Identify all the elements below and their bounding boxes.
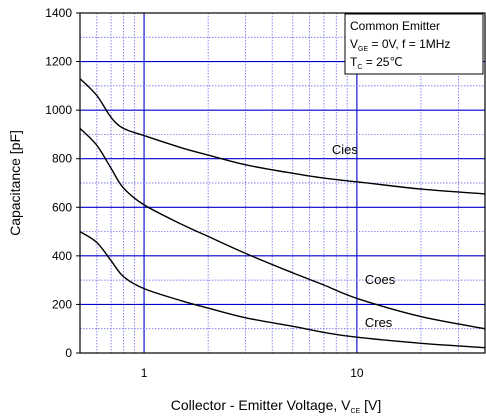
x-axis-label: Collector - Emitter Voltage, VCE [V] <box>171 397 382 415</box>
y-tick-label: 600 <box>52 200 72 214</box>
y-tick-labels: 0 200 400 600 800 1000 1200 1400 <box>45 6 80 360</box>
curve-label-cies: Cies <box>332 142 359 157</box>
curve-label-cres: Cres <box>365 315 393 330</box>
y-tick-label: 1000 <box>45 103 72 117</box>
curve-labels: Cies Coes Cres <box>332 142 396 330</box>
x-tick-label: 10 <box>350 366 364 380</box>
y-tick-label: 400 <box>52 249 72 263</box>
curves <box>79 78 486 349</box>
curve-label-coes: Coes <box>365 272 396 287</box>
legend-line-3: TC = 25℃ <box>350 55 403 71</box>
x-tick-labels: 1 10 <box>141 366 364 380</box>
legend-line-1: Common Emitter <box>350 19 440 33</box>
y-tick-label: 0 <box>65 346 72 360</box>
y-tick-label: 1200 <box>45 55 72 69</box>
legend-box <box>344 13 484 75</box>
series-line-cies <box>79 78 486 195</box>
y-axis-label: Capacitance [pF] <box>7 130 23 236</box>
x-tick-label: 1 <box>141 366 148 380</box>
legend-line-2: VGE = 0V, f = 1MHz <box>350 37 450 53</box>
y-tick-label: 1400 <box>45 6 72 20</box>
y-tick-label: 800 <box>52 152 72 166</box>
legend: Common Emitter VGE = 0V, f = 1MHz TC = 2… <box>344 13 484 75</box>
series-line-cres <box>79 231 486 349</box>
plot-frame <box>79 12 486 354</box>
series-line-coes <box>79 127 486 330</box>
y-tick-label: 200 <box>52 297 72 311</box>
